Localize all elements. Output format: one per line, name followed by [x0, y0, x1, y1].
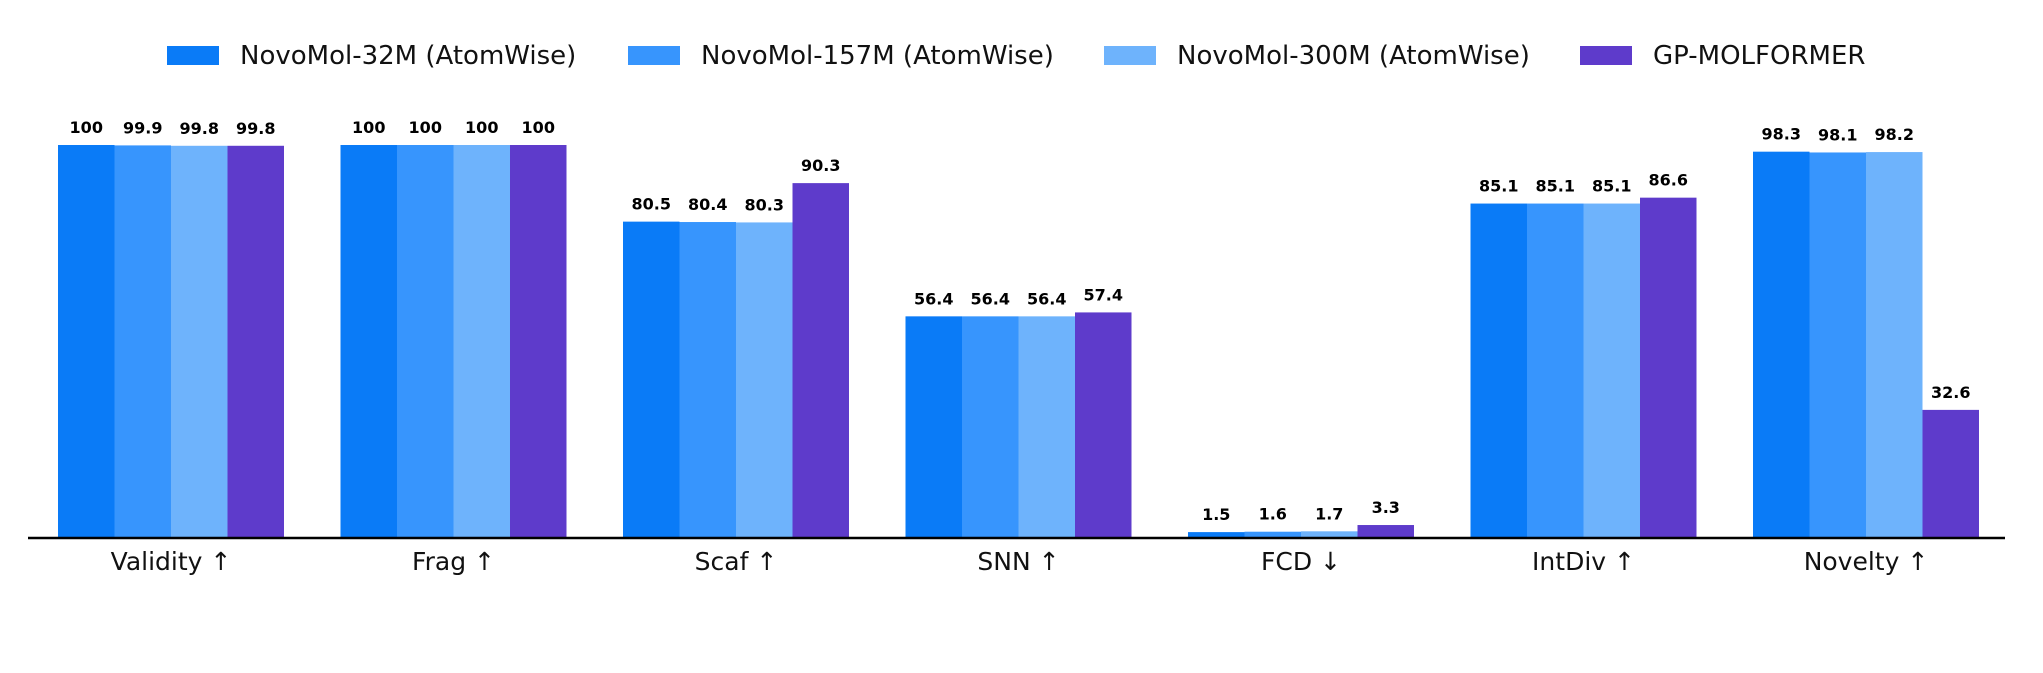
value-label: 100 — [409, 118, 442, 137]
value-label: 86.6 — [1649, 171, 1688, 190]
value-label: 100 — [522, 118, 555, 137]
value-label: 98.2 — [1875, 125, 1914, 144]
bar-4-6 — [1640, 197, 1697, 539]
value-label: 85.1 — [1536, 177, 1575, 196]
value-label: 98.3 — [1762, 125, 1801, 144]
legend-swatch-1 — [167, 46, 219, 65]
bar-3-1 — [171, 145, 228, 538]
bar-2-7 — [1809, 152, 1866, 539]
category-labels: Validity ↑ Frag ↑ Scaf ↑ SNN ↑ FCD ↓ IntDiv ↑… — [111, 547, 1929, 576]
value-label: 85.1 — [1592, 177, 1631, 196]
value-label: 100 — [465, 118, 498, 137]
bar-3-6 — [1583, 203, 1640, 538]
value-label: 56.4 — [1027, 289, 1066, 308]
value-label: 99.8 — [236, 119, 275, 138]
legend-swatch-2 — [628, 46, 680, 65]
bar-4-3 — [792, 183, 849, 538]
bar-2-6 — [1527, 203, 1584, 538]
bar-1-1 — [58, 145, 115, 538]
value-label: 3.3 — [1372, 498, 1400, 517]
legend-swatch-3 — [1104, 46, 1156, 65]
legend: NovoMol-32M (AtomWise) NovoMol-157M (Atom… — [167, 41, 1865, 71]
bar-2-1 — [114, 145, 171, 538]
legend-label-2: NovoMol-157M (AtomWise) — [701, 41, 1054, 71]
value-label: 56.4 — [914, 289, 953, 308]
category-label: Validity ↑ — [111, 547, 232, 576]
bar-4-1 — [227, 145, 284, 538]
category-label: IntDiv ↑ — [1532, 547, 1635, 576]
bar-2-5 — [1244, 531, 1301, 538]
bar-3-3 — [736, 222, 793, 538]
value-label: 32.6 — [1931, 383, 1970, 402]
value-label: 99.8 — [180, 119, 219, 138]
bar-4-7 — [1922, 409, 1979, 538]
value-label: 99.9 — [123, 118, 162, 137]
bar-4-2 — [510, 145, 567, 538]
category-label: SNN ↑ — [977, 547, 1059, 576]
bar-1-3 — [623, 221, 680, 538]
bar-3-4 — [1018, 316, 1075, 538]
value-label: 1.7 — [1315, 504, 1343, 523]
value-label: 85.1 — [1479, 177, 1518, 196]
legend-label-4: GP-MOLFORMER — [1653, 41, 1865, 71]
bars — [58, 145, 1979, 539]
value-label: 100 — [70, 118, 103, 137]
bar-2-3 — [679, 222, 736, 538]
bar-3-5 — [1301, 531, 1358, 538]
value-label: 1.6 — [1259, 505, 1287, 524]
value-label: 80.3 — [745, 195, 784, 214]
bar-1-6 — [1470, 203, 1527, 538]
value-label: 98.1 — [1818, 125, 1857, 144]
bar-2-2 — [397, 145, 454, 538]
bar-2-4 — [962, 316, 1019, 538]
category-label: Scaf ↑ — [695, 547, 778, 576]
bar-1-7 — [1753, 151, 1810, 538]
value-label: 57.4 — [1084, 285, 1123, 304]
legend-label-3: NovoMol-300M (AtomWise) — [1177, 41, 1530, 71]
value-label: 56.4 — [971, 289, 1010, 308]
bar-1-5 — [1188, 532, 1245, 538]
bar-1-4 — [905, 316, 962, 538]
bar-3-2 — [453, 145, 510, 538]
value-label: 1.5 — [1202, 505, 1230, 524]
category-label: FCD ↓ — [1261, 547, 1341, 576]
value-label: 80.4 — [688, 195, 727, 214]
bar-1-2 — [340, 145, 397, 538]
bar-3-7 — [1866, 152, 1923, 538]
legend-label-1: NovoMol-32M (AtomWise) — [240, 41, 576, 71]
category-label: Novelty ↑ — [1804, 547, 1929, 576]
value-labels: 100 99.9 99.8 99.8 100 100 100 100 80.5 80.4 80.3 9… — [70, 118, 1971, 524]
bar-4-4 — [1075, 312, 1132, 538]
legend-swatch-4 — [1580, 46, 1632, 65]
value-label: 90.3 — [801, 156, 840, 175]
value-label: 80.5 — [632, 195, 671, 214]
value-label: 100 — [352, 118, 385, 137]
bar-4-5 — [1357, 525, 1414, 538]
category-label: Frag ↑ — [412, 547, 495, 576]
